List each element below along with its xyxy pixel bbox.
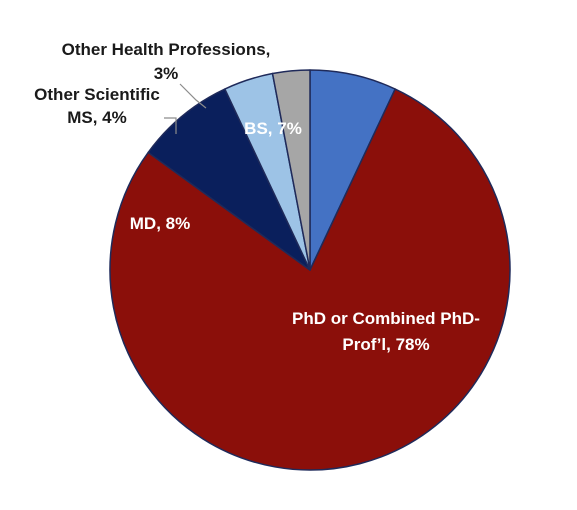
pie-slice-phd-or-combined-phd-prof-l: [109, 88, 511, 471]
slice-label-other-health-line2: 3%: [154, 64, 179, 83]
slice-label-phd-line1: PhD or Combined PhD-: [292, 309, 480, 328]
slice-label-bs: BS, 7%: [244, 119, 302, 138]
pie-slices: [109, 69, 511, 471]
pie-slice-md: [147, 88, 311, 271]
slice-label-phd-line2: Prof’l, 78%: [342, 335, 429, 354]
slice-label-md: MD, 8%: [130, 214, 190, 233]
slice-label-other-ms-line2: MS, 4%: [67, 108, 127, 127]
slice-label-other-health-line1: Other Health Professions,: [62, 40, 271, 59]
leader-line-other-ms: [164, 117, 177, 134]
leader-line-other-health: [179, 83, 207, 109]
pie-slice-other-health-professions: [271, 69, 311, 271]
slice-labels: BS, 7% PhD or Combined PhD- Prof’l, 78% …: [34, 40, 480, 354]
slice-label-other-ms-line1: Other Scientific: [34, 85, 160, 104]
leader-lines: [164, 83, 207, 134]
